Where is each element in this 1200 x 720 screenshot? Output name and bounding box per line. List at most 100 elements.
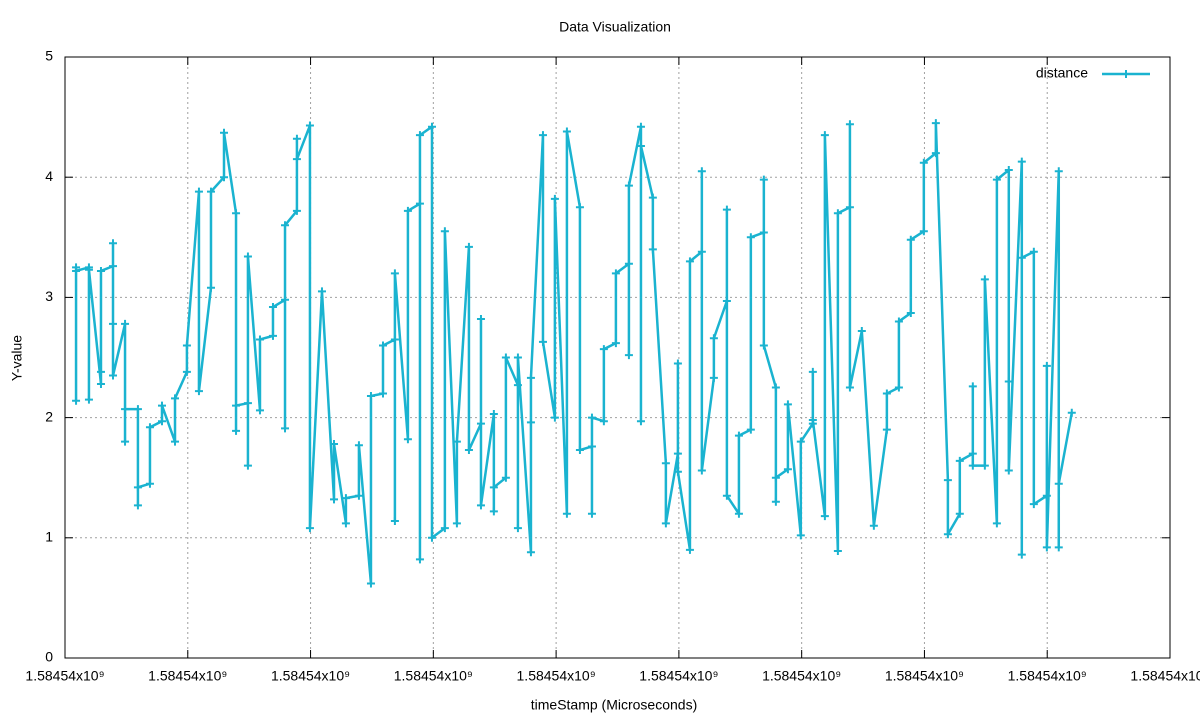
data-point: [906, 309, 915, 318]
data-point: [354, 491, 363, 500]
data-point: [796, 437, 805, 446]
data-point: [759, 175, 768, 184]
data-point: [96, 379, 105, 388]
data-point: [636, 417, 645, 426]
y-tick-label: 0: [45, 649, 53, 665]
data-point: [145, 479, 154, 488]
y-tick-label: 1: [45, 529, 53, 545]
data-point: [232, 209, 241, 218]
data-point: [281, 424, 290, 433]
data-point: [1054, 543, 1063, 552]
data-point: [513, 524, 522, 533]
data-point: [194, 387, 203, 396]
data-point: [771, 497, 780, 506]
data-point: [366, 579, 375, 588]
data-point: [390, 269, 399, 278]
data-point: [476, 419, 485, 428]
data-point: [697, 466, 706, 475]
data-point: [575, 446, 584, 455]
data-point: [931, 149, 940, 158]
data-point: [526, 548, 535, 557]
data-point: [624, 351, 633, 360]
data-point: [746, 425, 755, 434]
data-point: [415, 555, 424, 564]
data-point: [722, 205, 731, 214]
data-point: [697, 167, 706, 176]
data-point: [476, 315, 485, 324]
data-point: [109, 239, 118, 248]
data-point: [243, 399, 252, 408]
data-point: [427, 533, 436, 542]
data-point: [943, 476, 952, 485]
data-point: [636, 141, 645, 150]
x-tick-label: 1.58454x10⁹: [639, 668, 718, 684]
data-point: [206, 283, 215, 292]
data-point: [489, 483, 498, 492]
x-tick-label: 1.58454x10⁹: [885, 668, 964, 684]
x-tick-label: 1.58454x10⁹: [394, 668, 473, 684]
data-point: [685, 257, 694, 266]
data-point: [648, 193, 657, 202]
data-point: [157, 401, 166, 410]
data-point: [894, 383, 903, 392]
data-point: [820, 512, 829, 521]
data-point: [109, 371, 118, 380]
data-point: [281, 295, 290, 304]
data-point: [771, 383, 780, 392]
data-point: [894, 317, 903, 326]
data-point: [72, 396, 81, 405]
data-point: [587, 509, 596, 518]
data-point: [796, 531, 805, 540]
data-point: [562, 509, 571, 518]
data-point: [232, 401, 241, 410]
data-point: [599, 345, 608, 354]
data-point: [599, 417, 608, 426]
data-point: [661, 459, 670, 468]
data-point: [305, 524, 314, 533]
data-point: [968, 449, 977, 458]
plot-border: [64, 56, 1171, 659]
data-point: [182, 341, 191, 350]
data-point: [292, 155, 301, 164]
data-point: [526, 373, 535, 382]
data-point: [673, 449, 682, 458]
data-point: [489, 409, 498, 418]
data-point: [1042, 491, 1051, 500]
data-point: [513, 381, 522, 390]
data-point: [121, 319, 130, 328]
data-point: [171, 394, 180, 403]
data-point: [587, 413, 596, 422]
data-point: [133, 483, 142, 492]
data-point: [697, 247, 706, 256]
data-point: [783, 465, 792, 474]
data-point: [109, 319, 118, 328]
data-point: [121, 405, 130, 414]
data-point: [955, 509, 964, 518]
data-point: [268, 303, 277, 312]
data-point: [550, 413, 559, 422]
data-point: [955, 456, 964, 465]
data-point: [1054, 479, 1063, 488]
y-tick-label: 5: [45, 48, 53, 64]
data-point: [734, 509, 743, 518]
data-point: [415, 131, 424, 140]
data-point: [378, 341, 387, 350]
x-tick-label: 1.58454x10⁹: [517, 668, 596, 684]
data-point: [575, 203, 584, 212]
data-point: [255, 335, 264, 344]
data-point: [673, 359, 682, 368]
data-point: [206, 187, 215, 196]
data-point: [931, 119, 940, 128]
data-point: [194, 187, 203, 196]
data-point: [219, 173, 228, 182]
data-point: [157, 417, 166, 426]
data-point: [341, 494, 350, 503]
data-point: [84, 395, 93, 404]
data-point: [833, 209, 842, 218]
data-point: [526, 418, 535, 427]
data-point: [943, 530, 952, 539]
data-point: [354, 441, 363, 450]
data-point: [587, 442, 596, 451]
y-tick-label: 2: [45, 408, 53, 424]
data-point: [808, 367, 817, 376]
